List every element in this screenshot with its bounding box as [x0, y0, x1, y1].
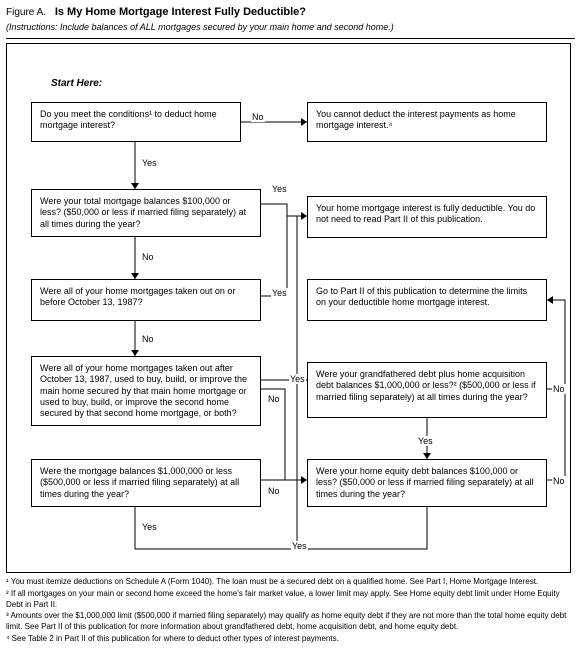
edge-label-e11: Yes: [141, 522, 158, 532]
figure-instructions: (Instructions: Include balances of ALL m…: [6, 22, 575, 32]
edge-label-e5: Yes: [271, 288, 288, 298]
edge-label-e7: No: [267, 394, 281, 404]
edge-label-e1: No: [251, 112, 265, 122]
figure-header: Figure A. Is My Home Mortgage Interest F…: [6, 6, 575, 18]
edge-label-e10: No: [267, 486, 281, 496]
footnote-1: ¹ You must itemize deductions on Schedul…: [6, 577, 575, 588]
flow-node-r2: Your home mortgage interest is fully ded…: [307, 196, 547, 238]
edge-label-e13: Yes: [291, 541, 308, 551]
flow-node-r3: Go to Part II of this publication to det…: [307, 279, 547, 321]
edge-label-e12: No: [552, 476, 566, 486]
footnotes: ¹ You must itemize deductions on Schedul…: [6, 577, 575, 645]
flow-node-q5r: Were your home equity debt balances $100…: [307, 459, 547, 507]
flow-node-q4: Were all of your home mortgages taken ou…: [31, 356, 261, 426]
flow-node-q3: Were all of your home mortgages taken ou…: [31, 279, 261, 321]
flow-node-q2: Were your total mortgage balances $100,0…: [31, 189, 261, 237]
edge-label-e8: No: [552, 384, 566, 394]
figure-label: Figure A.: [6, 7, 46, 18]
footnote-4: ⁴ See Table 2 in Part II of this publica…: [6, 634, 575, 645]
start-label: Start Here:: [51, 78, 102, 89]
edge-label-e3: Yes: [271, 184, 288, 194]
figure-title: Is My Home Mortgage Interest Fully Deduc…: [55, 6, 306, 18]
edge-label-e9: Yes: [417, 436, 434, 446]
edge-label-e7b: Yes: [289, 374, 306, 384]
divider: [6, 38, 575, 39]
flow-node-q1: Do you meet the conditions¹ to deduct ho…: [31, 102, 241, 142]
flow-node-r1: You cannot deduct the interest payments …: [307, 102, 547, 142]
footnote-2: ² If all mortgages on your main or secon…: [6, 589, 575, 611]
flow-node-q4r: Were your grandfathered debt plus home a…: [307, 362, 547, 418]
flowchart: Start Here: Do you meet the conditions¹ …: [6, 43, 571, 573]
flow-node-q5: Were the mortgage balances $1,000,000 or…: [31, 459, 261, 507]
edge-label-e4: No: [141, 252, 155, 262]
edge-label-e2: Yes: [141, 158, 158, 168]
edge-label-e6: No: [141, 334, 155, 344]
